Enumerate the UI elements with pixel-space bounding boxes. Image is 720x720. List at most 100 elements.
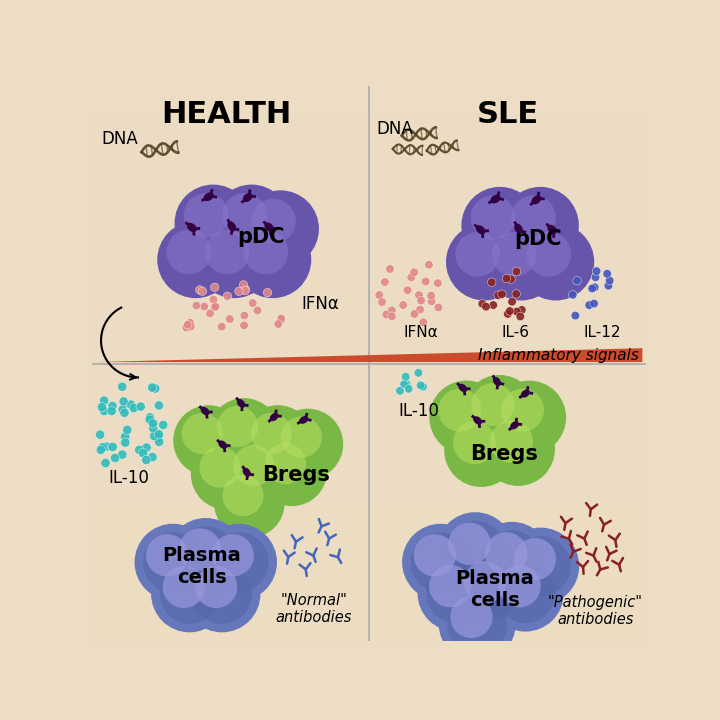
Circle shape: [121, 438, 130, 447]
Circle shape: [433, 279, 442, 287]
Bar: [92, 225, 647, 253]
Circle shape: [99, 406, 109, 415]
Ellipse shape: [218, 441, 228, 449]
Ellipse shape: [187, 223, 197, 232]
Text: "Pathogenic"
antibodies: "Pathogenic" antibodies: [548, 595, 643, 627]
Circle shape: [264, 288, 271, 297]
Circle shape: [427, 292, 436, 300]
Circle shape: [148, 419, 158, 428]
Circle shape: [452, 551, 529, 628]
Circle shape: [507, 275, 516, 284]
Circle shape: [421, 277, 430, 286]
Circle shape: [150, 384, 160, 393]
Circle shape: [129, 403, 138, 413]
Bar: [92, 364, 647, 391]
Circle shape: [240, 287, 249, 295]
Text: IL-10: IL-10: [109, 469, 150, 487]
Circle shape: [96, 445, 105, 454]
Circle shape: [495, 563, 555, 623]
Circle shape: [186, 323, 195, 330]
Circle shape: [192, 302, 201, 310]
Circle shape: [386, 265, 394, 273]
Circle shape: [382, 310, 391, 319]
Circle shape: [498, 290, 506, 298]
Circle shape: [277, 315, 286, 323]
Text: IFNα: IFNα: [404, 325, 438, 341]
Circle shape: [505, 307, 514, 315]
Bar: [92, 114, 647, 142]
Ellipse shape: [264, 222, 274, 232]
Bar: [92, 336, 647, 364]
Circle shape: [446, 223, 523, 300]
Circle shape: [184, 555, 261, 632]
Circle shape: [213, 184, 290, 261]
Circle shape: [485, 532, 527, 575]
Circle shape: [517, 223, 594, 300]
Circle shape: [142, 443, 151, 452]
Circle shape: [102, 442, 111, 451]
Ellipse shape: [531, 195, 541, 204]
Circle shape: [429, 381, 503, 454]
Bar: [92, 613, 647, 641]
Circle shape: [453, 421, 496, 464]
Circle shape: [154, 430, 163, 439]
Ellipse shape: [514, 223, 523, 234]
Circle shape: [503, 274, 510, 283]
Circle shape: [155, 437, 163, 446]
Circle shape: [233, 445, 274, 486]
Circle shape: [135, 445, 144, 454]
Ellipse shape: [228, 221, 236, 232]
Circle shape: [210, 295, 217, 304]
Polygon shape: [96, 348, 642, 362]
Circle shape: [606, 276, 614, 284]
Circle shape: [402, 379, 411, 388]
Circle shape: [198, 287, 207, 295]
Text: IL-6: IL-6: [501, 325, 529, 341]
Circle shape: [145, 415, 154, 424]
Circle shape: [186, 318, 194, 327]
Circle shape: [209, 532, 269, 593]
Circle shape: [206, 309, 215, 318]
Circle shape: [604, 282, 613, 290]
Bar: [92, 585, 647, 613]
Circle shape: [196, 221, 273, 298]
Text: "Normal"
antibodies: "Normal" antibodies: [275, 593, 352, 626]
Circle shape: [120, 408, 129, 418]
Circle shape: [146, 534, 189, 577]
Bar: [92, 446, 647, 474]
Circle shape: [494, 291, 503, 300]
Circle shape: [419, 382, 427, 391]
Circle shape: [174, 405, 244, 476]
Circle shape: [145, 413, 155, 422]
Circle shape: [179, 528, 221, 571]
Circle shape: [225, 315, 234, 323]
Circle shape: [153, 433, 163, 442]
Circle shape: [588, 284, 596, 293]
Circle shape: [511, 195, 556, 240]
Circle shape: [381, 278, 389, 287]
Circle shape: [434, 303, 443, 312]
Circle shape: [503, 528, 579, 605]
Circle shape: [503, 310, 512, 318]
Circle shape: [138, 449, 148, 458]
Circle shape: [160, 564, 220, 624]
Circle shape: [151, 555, 228, 632]
Circle shape: [400, 380, 408, 388]
Circle shape: [135, 523, 212, 600]
Circle shape: [590, 300, 598, 308]
Circle shape: [419, 318, 428, 326]
Bar: [92, 308, 647, 336]
Circle shape: [117, 382, 127, 392]
Circle shape: [240, 311, 248, 320]
Circle shape: [119, 397, 128, 406]
Circle shape: [166, 230, 211, 274]
Circle shape: [184, 193, 228, 238]
Circle shape: [98, 443, 107, 452]
Bar: [92, 530, 647, 557]
Circle shape: [136, 402, 145, 411]
Bar: [92, 86, 647, 114]
Circle shape: [235, 287, 243, 295]
Circle shape: [502, 187, 579, 264]
Circle shape: [590, 283, 599, 292]
Circle shape: [217, 323, 226, 331]
